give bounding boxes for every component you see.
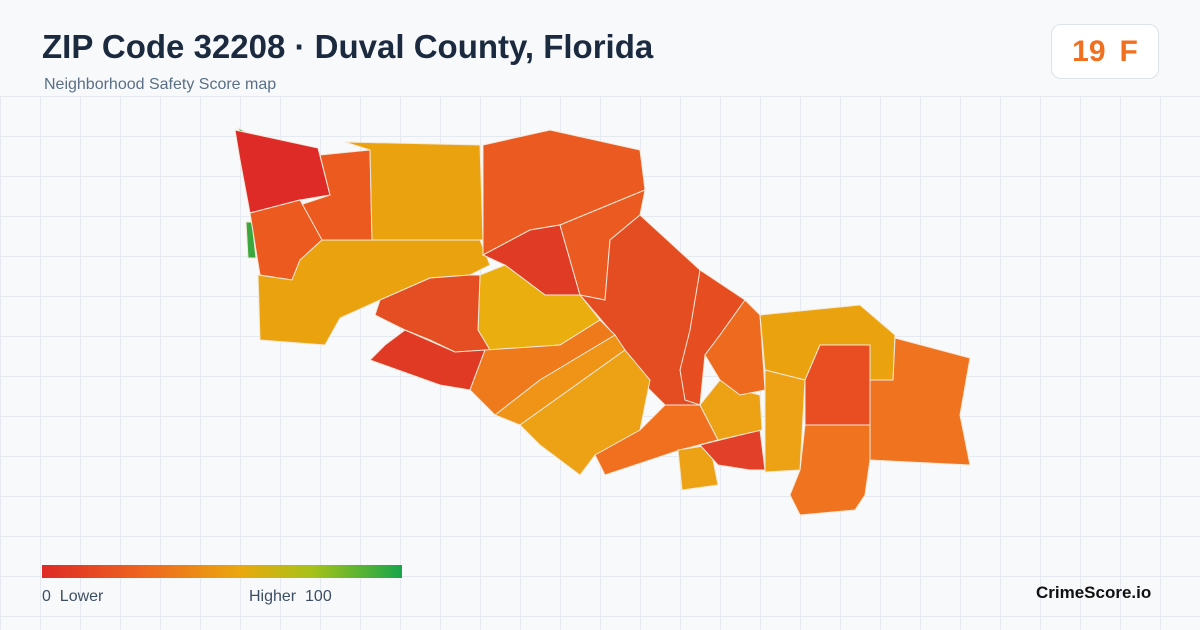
region (789, 424, 871, 516)
legend-min: 0 Lower (42, 588, 103, 606)
region (704, 299, 766, 396)
legend-max: Higher 100 (249, 588, 332, 606)
region (804, 344, 871, 426)
legend-min-label: Lower (59, 588, 104, 605)
legend-max-label: Higher (249, 588, 297, 605)
score-value: 19 (1072, 34, 1106, 68)
score-grade: F (1119, 34, 1138, 68)
subtitle: Neighborhood Safety Score map (44, 76, 277, 93)
legend-gradient (42, 565, 402, 578)
region (869, 337, 971, 466)
header: ZIP Code 32208 · Duval County, Florida N… (0, 0, 1200, 96)
brand: CrimeScore.io (1036, 583, 1152, 602)
region (764, 369, 806, 473)
title: ZIP Code 32208 · Duval County, Florida (42, 28, 654, 65)
legend-min-value: 0 (42, 588, 51, 605)
region (369, 329, 486, 391)
legend-max-value: 100 (305, 588, 332, 605)
region (245, 221, 257, 259)
score-badge: 19 F (1051, 24, 1159, 79)
region (494, 334, 626, 426)
region (344, 141, 484, 241)
region (677, 444, 719, 491)
